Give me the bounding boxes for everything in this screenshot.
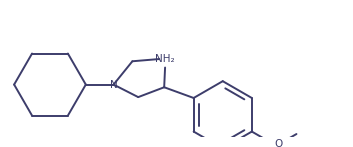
Text: O: O [274, 139, 282, 147]
Text: N: N [110, 80, 118, 90]
Text: NH₂: NH₂ [155, 54, 175, 64]
